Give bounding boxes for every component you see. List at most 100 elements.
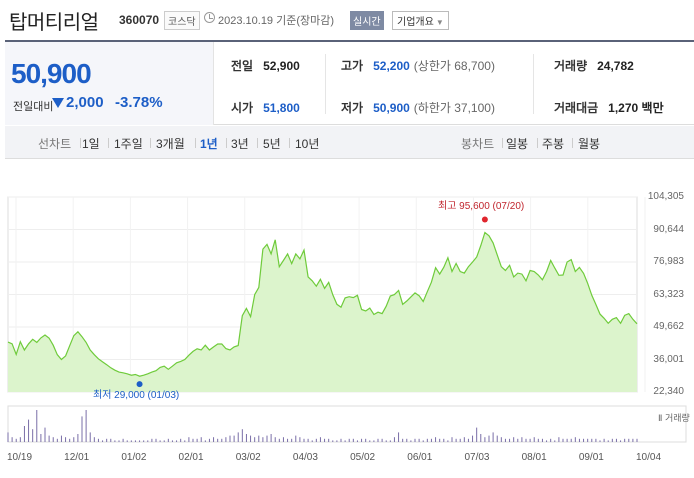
- volume-legend: Ⅱ 거래량: [658, 413, 690, 423]
- volume-bar: [578, 438, 580, 442]
- volume-bar: [369, 440, 371, 442]
- chevron-down-icon: ▼: [435, 18, 444, 27]
- current-price-panel: 50,900 전일대비 2,000 -3.78%: [5, 42, 214, 125]
- volume-bar: [155, 438, 157, 442]
- divider: [572, 138, 573, 148]
- volume-bar: [315, 438, 317, 442]
- volume-bar: [270, 434, 272, 442]
- divider: [537, 138, 538, 148]
- prev-close-value: 52,900: [263, 59, 300, 73]
- volume-bar: [451, 437, 453, 442]
- volume-bar: [73, 437, 75, 442]
- volume-bar: [69, 438, 71, 442]
- tab-5y[interactable]: 5년: [263, 137, 281, 151]
- volume-bar: [303, 438, 305, 442]
- volume-bar: [599, 440, 601, 442]
- volume-bar: [344, 440, 346, 442]
- volume-bar: [139, 440, 141, 442]
- change-value: 2,000: [66, 94, 104, 111]
- open-value: 51,800: [263, 101, 300, 115]
- high-marker: [481, 216, 488, 223]
- company-overview-dropdown[interactable]: 기업개요 ▼: [392, 11, 449, 30]
- volume-bar: [410, 440, 412, 442]
- tab-3y[interactable]: 3년: [231, 137, 249, 151]
- tab-1w[interactable]: 1주일: [114, 137, 143, 151]
- volume-bar: [208, 438, 210, 442]
- volume-bar: [377, 438, 379, 442]
- volume-bar: [11, 437, 13, 442]
- x-tick-label: 05/02: [350, 452, 376, 463]
- volume-bar: [147, 440, 149, 442]
- tab-1y[interactable]: 1년: [200, 137, 218, 151]
- open-price: 시가 51,800: [231, 99, 300, 116]
- volume-bar: [636, 438, 638, 442]
- volume-bar: [213, 437, 215, 442]
- price-summary: 50,900 전일대비 2,000 -3.78% 전일 52,900 시가 51,8…: [5, 40, 694, 125]
- tab-monthly-candle[interactable]: 월봉: [578, 137, 601, 151]
- volume-bar: [106, 438, 108, 442]
- tab-daily-candle[interactable]: 일봉: [506, 137, 529, 151]
- volume-bar: [324, 438, 326, 442]
- volume-bar: [389, 440, 391, 442]
- volume-bar: [628, 438, 630, 442]
- x-tick-label: 10/04: [636, 452, 662, 463]
- volume-bar: [517, 438, 519, 442]
- tab-3m[interactable]: 3개월: [156, 137, 185, 151]
- y-tick-label: 76,983: [653, 256, 684, 267]
- tab-1d[interactable]: 1일: [82, 137, 100, 151]
- volume-bar: [110, 438, 112, 442]
- volume-bar: [167, 438, 169, 442]
- volume-bar: [134, 440, 136, 442]
- line-chart-label: 선차트: [38, 137, 72, 151]
- volume-bar: [287, 438, 289, 442]
- volume-bar: [607, 440, 609, 442]
- volume-bar: [533, 437, 535, 442]
- volume-bar: [385, 440, 387, 442]
- volume-bar: [398, 432, 400, 442]
- volume-bar: [365, 438, 367, 442]
- low-marker: [136, 381, 143, 388]
- divider: [195, 138, 196, 148]
- tab-weekly-candle[interactable]: 주봉: [542, 137, 565, 151]
- volume-bar: [632, 438, 634, 442]
- volume-bar: [611, 438, 613, 442]
- volume-bar: [163, 440, 165, 442]
- volume-bar: [447, 440, 449, 442]
- tab-10y[interactable]: 10년: [295, 137, 320, 151]
- volume-bar: [546, 440, 548, 442]
- volume-bar: [65, 437, 67, 442]
- low-annotation: 최저 29,000 (01/03): [93, 390, 180, 401]
- volume-bar: [254, 437, 256, 442]
- volume-bar: [541, 438, 543, 442]
- volume-bar: [28, 419, 30, 442]
- volume-bar: [500, 437, 502, 442]
- volume-bar: [340, 438, 342, 442]
- volume-bar: [484, 437, 486, 442]
- price-area: [8, 232, 637, 392]
- volume-bar: [480, 434, 482, 442]
- volume-bar: [393, 437, 395, 442]
- down-arrow-icon: [52, 98, 64, 108]
- volume-bar: [32, 429, 34, 442]
- volume-bar: [574, 437, 576, 442]
- volume-bar: [200, 437, 202, 442]
- volume-bar: [241, 429, 243, 442]
- x-tick-label: 03/02: [235, 452, 261, 463]
- volume-bar: [513, 437, 515, 442]
- volume-bar: [233, 435, 235, 442]
- divider: [257, 138, 258, 148]
- y-tick-label: 36,001: [653, 353, 684, 365]
- volume-bar: [361, 438, 363, 442]
- candle-chart-label: 봉차트: [461, 137, 495, 151]
- volume-bar: [402, 438, 404, 442]
- volume-bar: [472, 435, 474, 442]
- low-value: 50,900: [373, 101, 410, 115]
- volume-bar: [171, 440, 173, 442]
- realtime-badge[interactable]: 실시간: [350, 11, 384, 30]
- y-tick-label: 104,305: [647, 191, 684, 202]
- volume-bar: [418, 438, 420, 442]
- volume-frame: [7, 405, 687, 443]
- volume-bar: [52, 437, 54, 442]
- reference-date: 2023.10.19 기준(장마감): [218, 15, 335, 27]
- volume-bar: [196, 438, 198, 442]
